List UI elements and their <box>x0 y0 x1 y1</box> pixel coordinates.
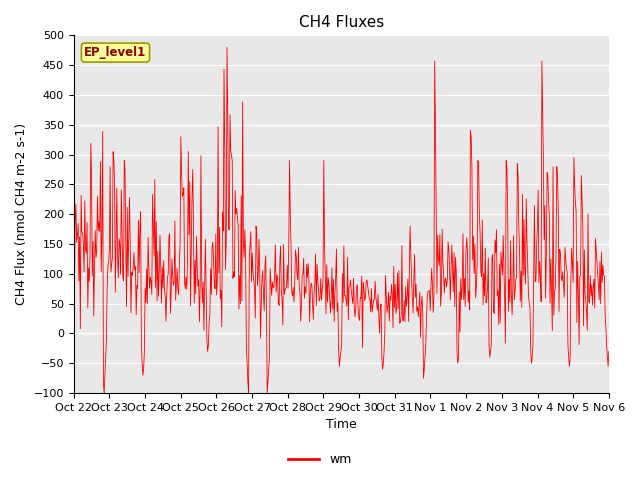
Text: EP_level1: EP_level1 <box>84 46 147 59</box>
wm <box>70 245 77 251</box>
Line: wm: wm <box>74 47 609 393</box>
wm <box>223 44 231 50</box>
Y-axis label: CH4 Flux (nmol CH4 m-2 s-1): CH4 Flux (nmol CH4 m-2 s-1) <box>15 123 28 305</box>
Title: CH4 Fluxes: CH4 Fluxes <box>299 15 384 30</box>
X-axis label: Time: Time <box>326 419 356 432</box>
wm <box>189 223 197 229</box>
wm <box>79 239 87 245</box>
wm <box>135 270 143 276</box>
wm <box>424 294 431 300</box>
wm <box>100 390 108 396</box>
wm <box>218 324 226 330</box>
wm <box>605 348 612 354</box>
Legend: wm: wm <box>283 448 357 471</box>
wm <box>408 277 415 283</box>
